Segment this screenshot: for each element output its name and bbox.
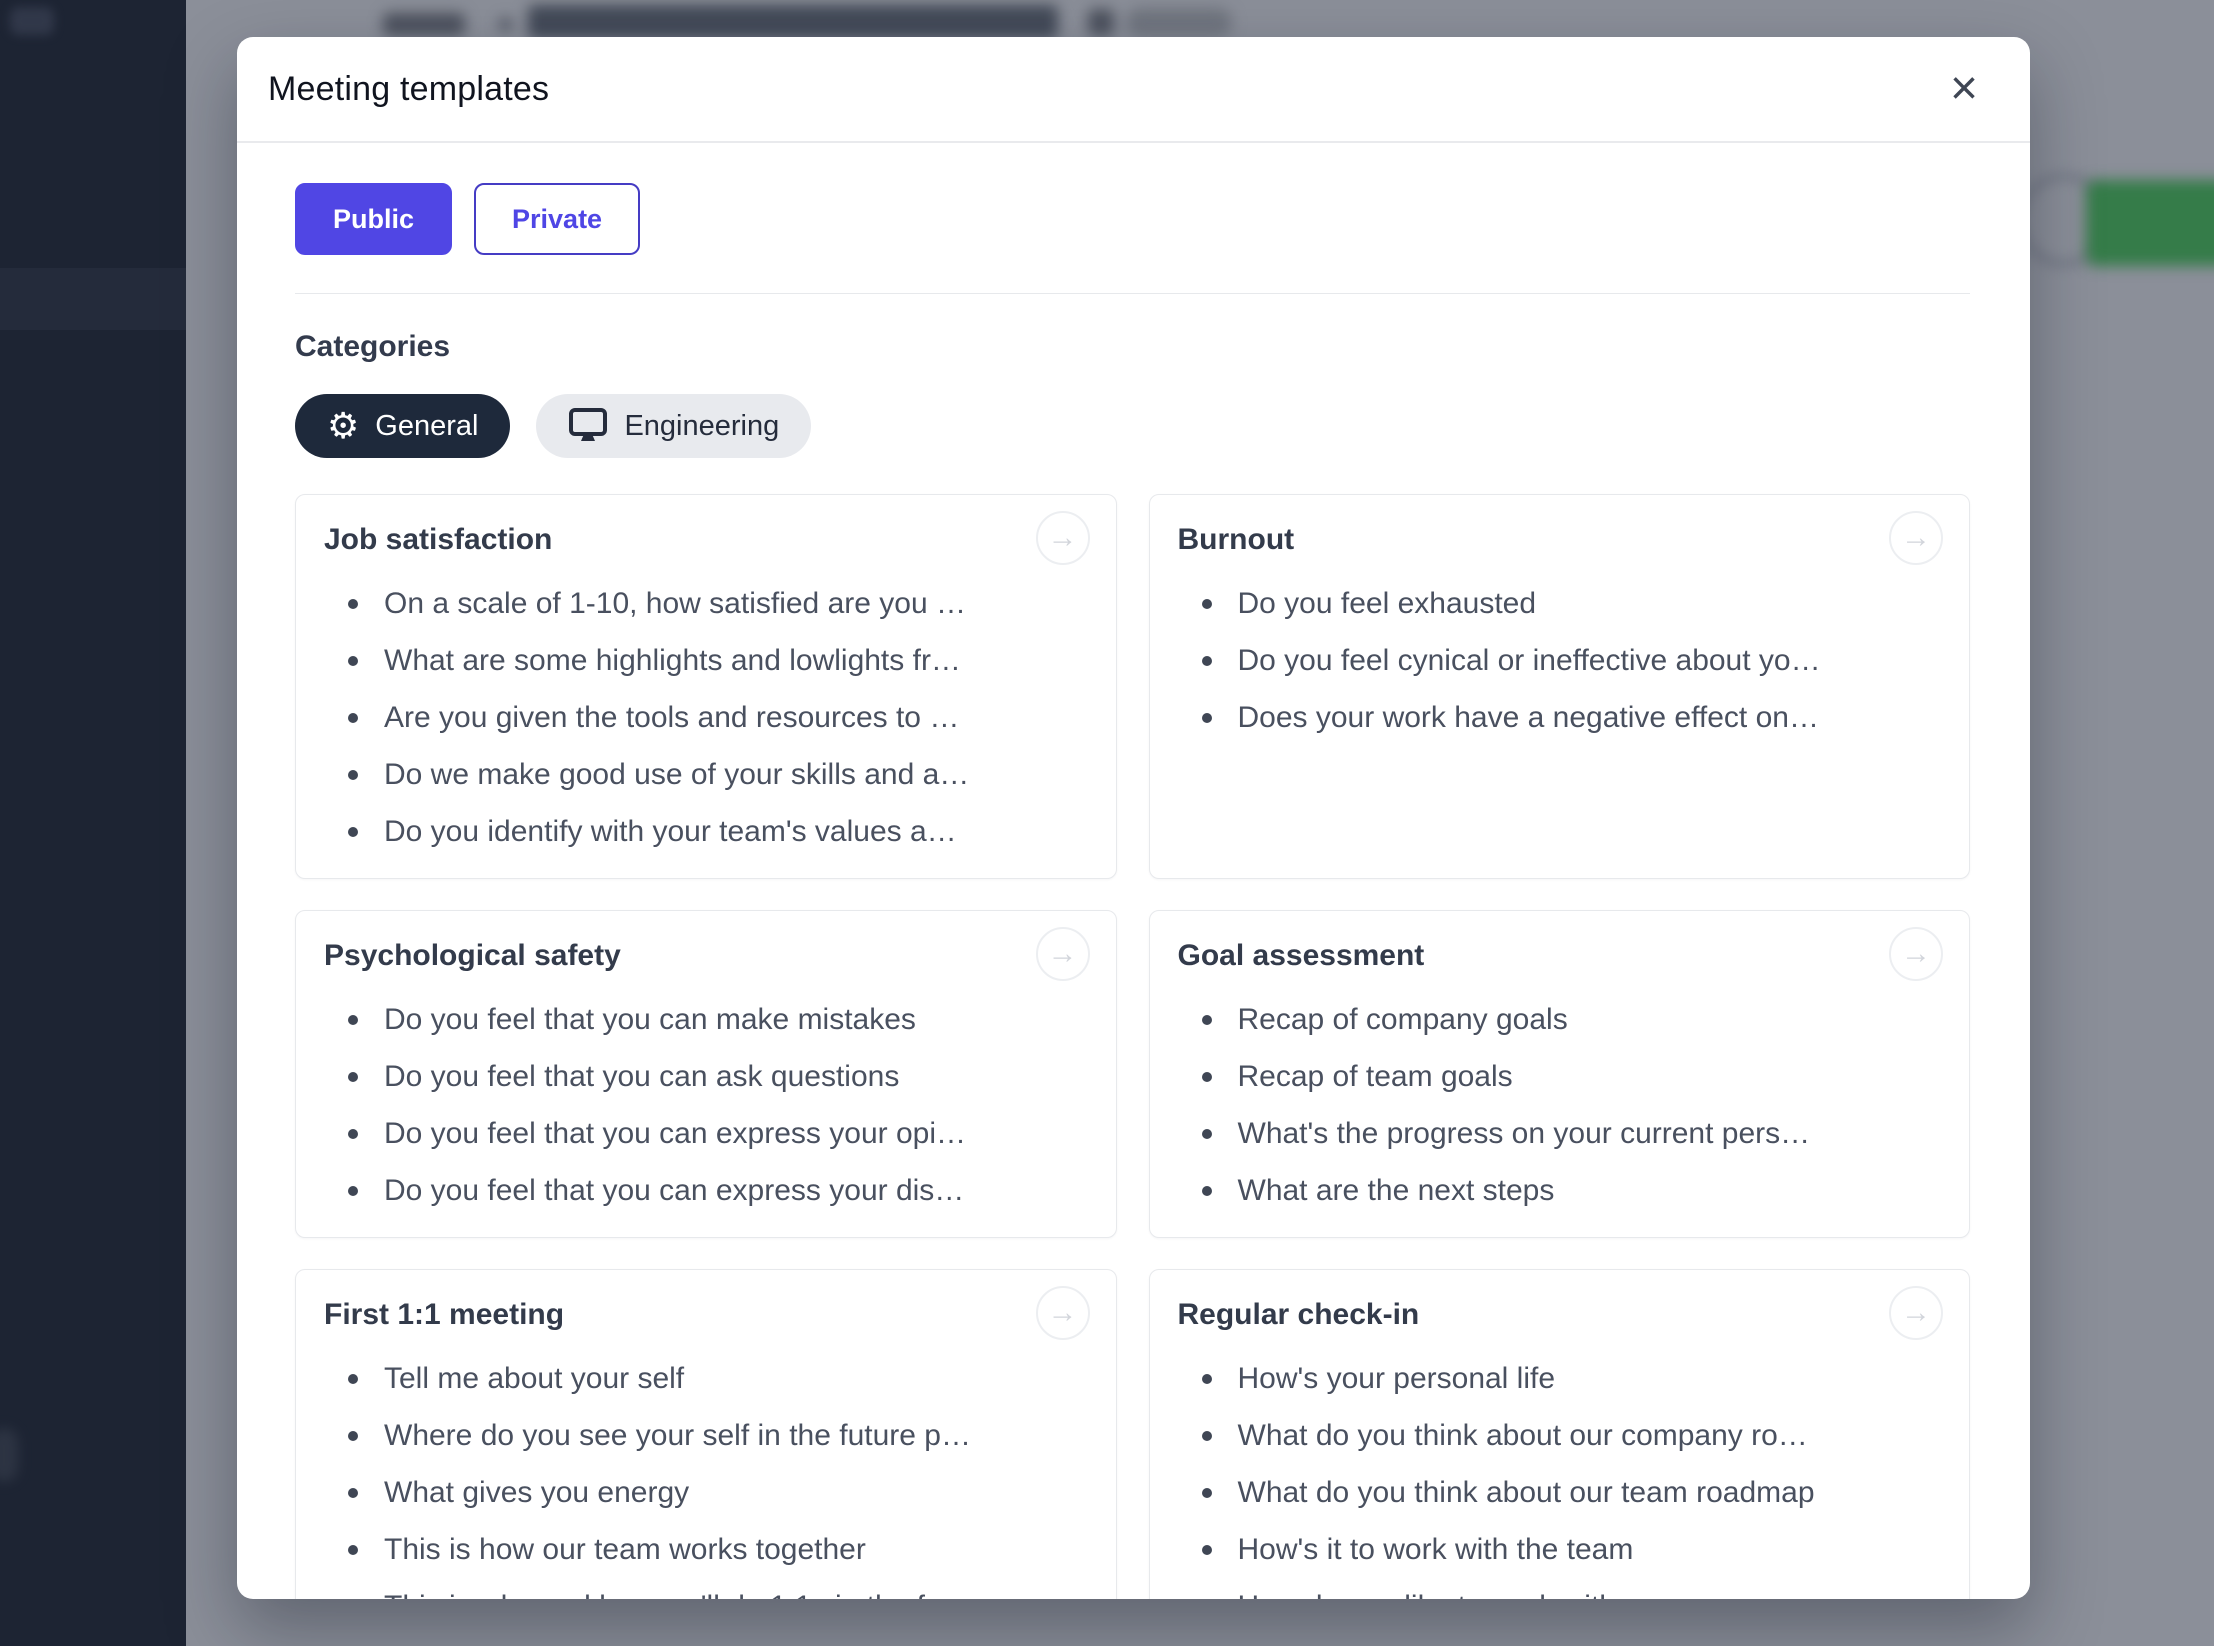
page-title-blurred (528, 5, 1058, 39)
private-filter-button[interactable]: Private (474, 183, 641, 255)
question-item: What are the next steps (1178, 1162, 1944, 1219)
question-item: How do you like to work with me (1178, 1578, 1944, 1599)
category-pill-engineering[interactable]: Engineering (536, 394, 812, 458)
card-title: Psychological safety (324, 939, 621, 972)
arrow-right-icon[interactable]: → (1889, 927, 1943, 981)
chevron-right-icon (499, 18, 512, 31)
question-item: Where do you see your self in the future… (324, 1407, 1090, 1464)
question-item: Recap of company goals (1178, 991, 1944, 1048)
question-item: Do you feel that you can express your op… (324, 1105, 1090, 1162)
question-list: On a scale of 1-10, how satisfied are yo… (324, 575, 1090, 860)
category-pill-general[interactable]: ⚙ General (295, 394, 511, 458)
breadcrumb-blurred (0, 0, 2214, 52)
question-item: What's the progress on your current pers… (1178, 1105, 1944, 1162)
question-list: Recap of company goals Recap of team goa… (1178, 991, 1944, 1219)
category-label: Engineering (624, 409, 780, 442)
question-list: Tell me about your self Where do you see… (324, 1350, 1090, 1599)
lock-icon (1088, 9, 1114, 36)
question-list: Do you feel that you can make mistakes D… (324, 991, 1090, 1219)
app-sidebar-dimmed (0, 0, 186, 1646)
question-list: How's your personal life What do you thi… (1178, 1350, 1944, 1599)
arrow-right-icon[interactable]: → (1035, 927, 1090, 981)
section-divider (295, 293, 1970, 294)
template-card-regular-check-in[interactable]: Regular check-in → How's your personal l… (1148, 1269, 1970, 1599)
sidebar-footer-blurred (0, 1428, 18, 1482)
meeting-templates-modal: Meeting templates × Public Private Categ… (237, 37, 2030, 1599)
question-item: What are some highlights and lowlights f… (324, 632, 1090, 689)
privacy-badge-blurred (1126, 8, 1232, 37)
card-title: Job satisfaction (324, 523, 553, 556)
card-header: Job satisfaction → (324, 511, 1090, 565)
visibility-filter-group: Public Private (295, 183, 1970, 255)
question-item: Do you feel exhausted (1178, 575, 1944, 632)
card-header: Goal assessment → (1177, 927, 1943, 981)
arrow-right-icon[interactable]: → (1035, 511, 1090, 565)
question-list: Do you feel exhausted Do you feel cynica… (1178, 575, 1944, 746)
question-item: Does your work have a negative effect on… (1178, 689, 1944, 746)
templates-grid: Job satisfaction → On a scale of 1-10, h… (295, 494, 1970, 1599)
question-item: Do you feel that you can ask questions (324, 1048, 1090, 1105)
modal-body: Public Private Categories ⚙ General (237, 143, 2030, 1599)
question-item: Do you feel that you can express your di… (324, 1162, 1090, 1219)
modal-header: Meeting templates × (237, 37, 2030, 141)
monitor-icon (568, 407, 608, 445)
breadcrumb-segment-blurred (383, 13, 465, 36)
question-item: How's your personal life (1178, 1350, 1944, 1407)
card-title: Regular check-in (1177, 1298, 1420, 1331)
card-header: First 1:1 meeting → (324, 1286, 1090, 1340)
card-title: First 1:1 meeting (324, 1298, 565, 1331)
card-header: Regular check-in → (1177, 1286, 1943, 1340)
modal-title: Meeting templates (268, 69, 550, 108)
question-item: Do we make good use of your skills and a… (324, 746, 1090, 803)
arrow-right-icon[interactable]: → (1889, 511, 1943, 565)
arrow-right-icon[interactable]: → (1035, 1286, 1090, 1340)
gear-icon: ⚙ (327, 405, 360, 446)
template-card-first-1-1-meeting[interactable]: First 1:1 meeting → Tell me about your s… (295, 1269, 1117, 1599)
category-pill-row: ⚙ General Engineering (295, 394, 1970, 458)
template-card-job-satisfaction[interactable]: Job satisfaction → On a scale of 1-10, h… (295, 494, 1117, 879)
card-header: Burnout → (1177, 511, 1943, 565)
app-logo-blurred (10, 7, 54, 35)
question-item: Are you given the tools and resources to… (324, 689, 1090, 746)
question-item: Do you identify with your team's values … (324, 803, 1090, 860)
question-item: Recap of team goals (1178, 1048, 1944, 1105)
question-item: What do you think about our team roadmap (1178, 1464, 1944, 1521)
question-item: What do you think about our company ro… (1178, 1407, 1944, 1464)
template-card-burnout[interactable]: Burnout → Do you feel exhausted Do you f… (1148, 494, 1970, 879)
arrow-right-icon[interactable]: → (1889, 1286, 1943, 1340)
question-item: On a scale of 1-10, how satisfied are yo… (324, 575, 1090, 632)
question-item: What gives you energy (324, 1464, 1090, 1521)
question-item: Do you feel that you can make mistakes (324, 991, 1090, 1048)
create-button-blurred (2086, 180, 2214, 266)
card-title: Burnout (1177, 523, 1295, 556)
question-item: Do you feel cynical or ineffective about… (1178, 632, 1944, 689)
public-filter-button[interactable]: Public (295, 183, 453, 255)
header-divider (237, 141, 2030, 143)
close-icon[interactable]: × (1942, 65, 1986, 113)
question-item: How's it to work with the team (1178, 1521, 1944, 1578)
card-title: Goal assessment (1177, 939, 1425, 972)
template-card-goal-assessment[interactable]: Goal assessment → Recap of company goals… (1148, 910, 1970, 1238)
question-item: This is how our team works together (324, 1521, 1090, 1578)
category-label: General (375, 409, 479, 442)
question-item: Tell me about your self (324, 1350, 1090, 1407)
question-item: This is why and how we'll do 1:1s in the… (324, 1578, 1090, 1599)
categories-heading: Categories (295, 330, 451, 363)
sidebar-active-item-blurred (0, 268, 186, 330)
card-header: Psychological safety → (324, 927, 1090, 981)
template-card-psychological-safety[interactable]: Psychological safety → Do you feel that … (295, 910, 1117, 1238)
